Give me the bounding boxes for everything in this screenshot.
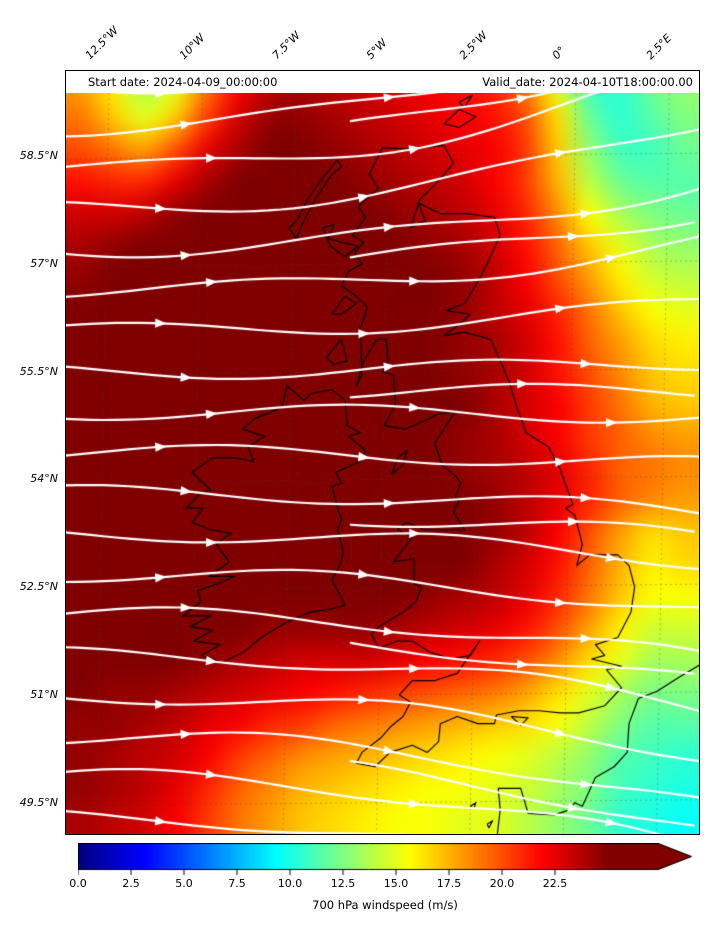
longitude-tick-label: 10°W xyxy=(176,31,208,62)
colorbar-tick-label: 22.5 xyxy=(542,877,568,890)
start-date-label: Start date: 2024-04-09_00:00:00 xyxy=(88,75,278,89)
colorbar-tick-label: 20.0 xyxy=(489,877,515,890)
map-header-strip: Start date: 2024-04-09_00:00:00 Valid_da… xyxy=(66,71,699,93)
latitude-tick-label: 55.5°N xyxy=(19,364,58,378)
colorbar-label: 700 hPa windspeed (m/s) xyxy=(312,898,458,912)
latitude-tick-label: 57°N xyxy=(30,256,58,270)
latitude-tick-label: 51°N xyxy=(30,687,58,701)
longitude-tick-label: 7.5°W xyxy=(269,28,304,62)
longitude-tick-label: 0° xyxy=(550,43,569,62)
longitude-tick-label: 12.5°W xyxy=(83,23,122,62)
colorbar-tick-label: 5.0 xyxy=(175,877,193,890)
windspeed-map-canvas xyxy=(65,70,700,835)
valid-date-label: Valid_date: 2024-04-10T18:00:00.00 xyxy=(482,75,693,89)
colorbar-tick-label: 2.5 xyxy=(122,877,140,890)
latitude-tick-label: 58.5°N xyxy=(19,149,58,163)
colorbar-tick-label: 0.0 xyxy=(69,877,87,890)
colorbar-tick-label: 17.5 xyxy=(436,877,462,890)
colorbar-tick-label: 15.0 xyxy=(383,877,409,890)
colorbar-tick-label: 7.5 xyxy=(228,877,246,890)
colorbar-canvas xyxy=(78,843,698,877)
latitude-tick-label: 52.5°N xyxy=(19,580,58,594)
longitude-tick-label: 2.5°W xyxy=(456,28,490,62)
longitude-tick-label: 2.5°E xyxy=(643,31,674,62)
latitude-tick-label: 49.5°N xyxy=(19,795,58,809)
colorbar-tick-label: 10.0 xyxy=(277,877,303,890)
longitude-tick-label: 5°W xyxy=(363,36,390,62)
latitude-tick-label: 54°N xyxy=(30,472,58,486)
colorbar-tick-label: 12.5 xyxy=(330,877,356,890)
